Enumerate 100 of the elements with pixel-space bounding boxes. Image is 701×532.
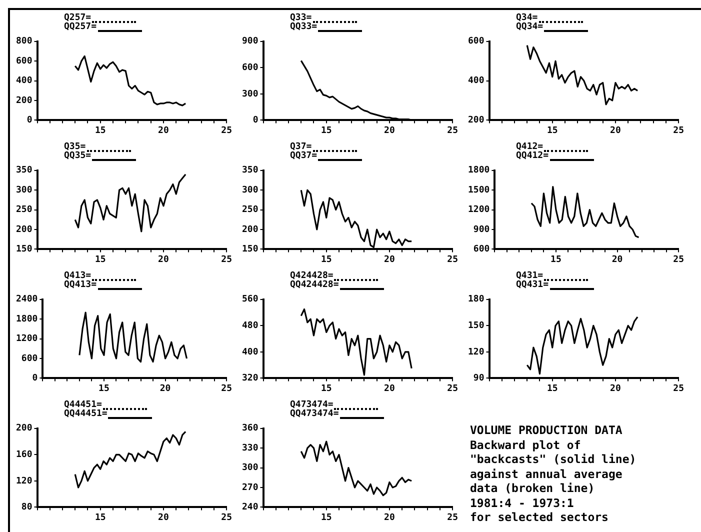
y-tick-label: 0	[252, 116, 258, 126]
x-tick-label: 15	[320, 512, 332, 523]
text: for selected sectors	[470, 510, 610, 524]
x-tick-label: 25	[221, 512, 232, 523]
x-tick-label: 20	[384, 126, 395, 136]
y-tick-label: 200	[16, 224, 32, 235]
y-tick-label: 350	[242, 166, 258, 176]
legend-label: QQ424428=	[290, 280, 339, 290]
legend-label: QQ44451=	[64, 409, 108, 419]
y-tick-label: 150	[16, 244, 32, 255]
y-tick-label: 1800	[16, 314, 38, 324]
y-tick-label: 120	[16, 476, 32, 486]
legend-label: Q424428=	[290, 271, 334, 281]
x-tick-label: 15	[546, 384, 558, 394]
y-tick-label: 800	[16, 36, 32, 47]
x-tick-label: 20	[158, 512, 169, 523]
x-tick-label: 20	[384, 384, 395, 394]
x-tick-label: 15	[94, 512, 106, 523]
y-tick-label: 480	[242, 321, 258, 332]
legend-label: QQ257=	[64, 22, 97, 32]
y-tick-label: 240	[242, 502, 258, 513]
x-tick-label: 20	[158, 254, 169, 265]
legend-label: Q44451=	[64, 400, 102, 410]
text: Backward plot of	[470, 438, 582, 452]
y-tick-label: 200	[16, 424, 32, 434]
y-tick-label: 600	[16, 56, 32, 66]
legend-label: Q34=	[516, 13, 538, 23]
y-tick-label: 300	[242, 185, 258, 196]
y-tick-label: 0	[26, 116, 32, 126]
x-tick-label: 15	[320, 126, 332, 136]
text: against annual average	[470, 466, 624, 481]
y-tick-label: 160	[16, 450, 32, 460]
x-tick-label: 15	[546, 126, 558, 136]
x-tick-label: 15	[98, 384, 110, 394]
x-tick-label: 25	[447, 254, 458, 265]
y-tick-label: 90	[473, 374, 484, 384]
x-tick-label: 25	[447, 384, 458, 394]
y-tick-label: 1500	[468, 185, 490, 196]
y-tick-label: 400	[468, 76, 484, 86]
y-tick-label: 900	[473, 224, 490, 235]
legend-label: Q412=	[516, 142, 544, 152]
legend-label: QQ37=	[290, 151, 318, 161]
text: data (broken line)	[470, 481, 596, 496]
x-tick-label: 20	[610, 384, 621, 394]
x-tick-label: 15	[320, 384, 332, 394]
x-tick-label: 25	[673, 254, 684, 265]
y-tick-label: 1200	[468, 205, 490, 216]
x-tick-label: 20	[158, 126, 169, 136]
y-tick-label: 120	[468, 347, 484, 358]
y-tick-label: 400	[16, 76, 32, 86]
y-tick-label: 80	[21, 502, 32, 513]
x-tick-label: 25	[221, 254, 232, 265]
legend-label: Q257=	[64, 13, 92, 23]
text: "backcasts" (solid line)	[470, 452, 638, 466]
y-tick-label: 400	[242, 347, 258, 358]
y-tick-label: 1200	[16, 334, 38, 344]
x-tick-label: 25	[447, 512, 458, 523]
legend-label: Q35=	[64, 142, 86, 152]
y-tick-label: 200	[468, 116, 484, 126]
x-tick-label: 20	[612, 254, 623, 265]
y-tick-label: 1800	[468, 166, 490, 176]
x-tick-label: 15	[550, 254, 562, 265]
text: VOLUME PRODUCTION DATA	[470, 423, 624, 438]
x-tick-label: 20	[384, 512, 395, 523]
x-tick-label: 25	[673, 384, 684, 394]
legend-label: Q473474=	[290, 400, 334, 410]
legend-label: QQ431=	[516, 280, 549, 290]
x-tick-label: 25	[673, 126, 684, 136]
x-tick-label: 15	[94, 126, 106, 136]
y-tick-label: 250	[16, 205, 32, 216]
x-tick-label: 25	[447, 126, 458, 136]
y-tick-label: 200	[16, 96, 32, 106]
x-tick-label: 25	[221, 384, 232, 394]
legend-label: QQ473474=	[290, 409, 339, 419]
x-tick-label: 20	[610, 126, 621, 136]
legend-label: Q431=	[516, 271, 544, 281]
legend-label: QQ35=	[64, 151, 92, 161]
x-tick-label: 15	[94, 254, 106, 265]
x-tick-label: 15	[320, 254, 332, 265]
legend-label: Q33=	[290, 13, 312, 23]
y-tick-label: 600	[473, 244, 490, 255]
y-tick-label: 2400	[16, 294, 38, 305]
legend-label: QQ33=	[290, 22, 318, 32]
text: 1981:4 - 1973:1	[470, 496, 575, 510]
x-tick-label: 20	[160, 384, 171, 394]
y-tick-label: 300	[16, 185, 32, 196]
y-tick-label: 200	[242, 224, 258, 235]
y-tick-label: 250	[242, 205, 258, 216]
y-tick-label: 270	[242, 482, 258, 493]
legend-label: Q37=	[290, 142, 312, 152]
legend-label: Q413=	[64, 271, 92, 281]
y-tick-label: 300	[242, 463, 258, 474]
y-tick-label: 150	[242, 244, 258, 255]
y-tick-label: 350	[16, 166, 32, 176]
y-tick-label: 560	[242, 294, 258, 305]
legend-label: QQ413=	[64, 280, 97, 290]
x-tick-label: 25	[221, 126, 232, 136]
y-tick-label: 600	[21, 354, 38, 364]
y-tick-label: 600	[468, 36, 484, 47]
y-tick-label: 900	[242, 36, 258, 47]
